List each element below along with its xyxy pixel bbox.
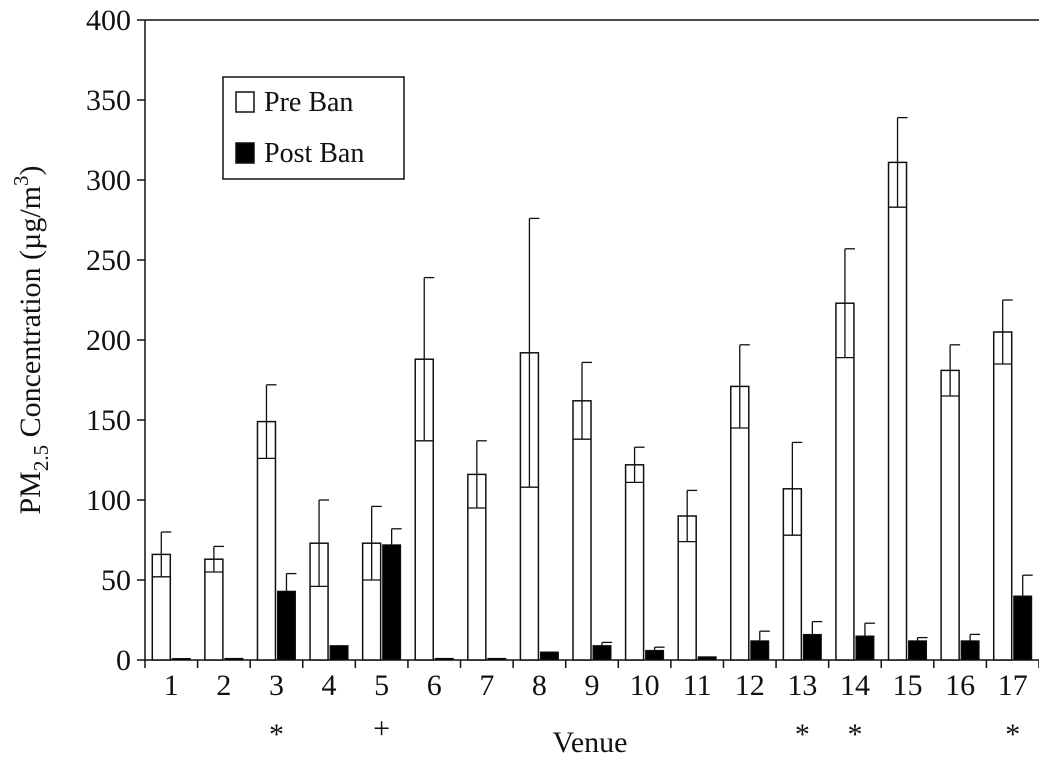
x-tick-label: 1 bbox=[164, 669, 179, 702]
y-axis-title-end: ) bbox=[14, 165, 47, 175]
x-tick-label: 4 bbox=[322, 669, 337, 702]
legend-label-post-ban: Post Ban bbox=[264, 138, 364, 169]
venue-asterisk-marker: * bbox=[269, 718, 284, 751]
bar-post-ban bbox=[1013, 595, 1033, 661]
bar-post-ban bbox=[855, 635, 875, 661]
bar-post-ban bbox=[908, 640, 928, 661]
y-axis-title-main: PM bbox=[14, 471, 47, 514]
y-axis-title: PM2.5 Concentration (µg/m3) bbox=[9, 165, 53, 514]
bar-post-ban bbox=[960, 640, 980, 661]
bars bbox=[151, 116, 1033, 661]
bar-post-ban bbox=[329, 645, 349, 661]
bar-post-ban bbox=[645, 649, 665, 661]
legend-swatch-pre-ban bbox=[235, 91, 255, 113]
bar-pre-ban bbox=[624, 464, 645, 661]
bar-post-ban bbox=[592, 645, 612, 661]
venue-asterisk-marker: * bbox=[1005, 718, 1020, 751]
x-tick-label: 12 bbox=[735, 669, 765, 702]
bar-pre-ban bbox=[887, 161, 908, 661]
y-tick-label: 100 bbox=[86, 484, 131, 517]
x-axis-title: Venue bbox=[553, 726, 628, 758]
y-tick-label: 50 bbox=[101, 564, 131, 597]
y-axis-title-subscript: 2.5 bbox=[29, 445, 53, 471]
bar-post-ban bbox=[276, 590, 296, 661]
x-tick-label: 6 bbox=[427, 669, 442, 702]
y-tick-label: 300 bbox=[86, 164, 131, 197]
legend-swatch-post-ban bbox=[235, 142, 255, 164]
y-tick-label: 400 bbox=[86, 4, 131, 37]
venue-asterisk-marker: * bbox=[795, 718, 810, 751]
x-tick-label: 5 bbox=[374, 669, 389, 702]
x-tick-label: 14 bbox=[840, 669, 870, 702]
x-tick-label: 8 bbox=[532, 669, 547, 702]
bar-post-ban bbox=[750, 640, 770, 661]
x-tick-label: 3 bbox=[269, 669, 284, 702]
bar-post-ban bbox=[434, 657, 454, 661]
legend: Pre Ban Post Ban bbox=[222, 76, 405, 180]
bar-post-ban bbox=[224, 657, 244, 661]
y-tick-label: 200 bbox=[86, 324, 131, 357]
bar-post-ban bbox=[171, 658, 191, 661]
x-tick-label: 13 bbox=[787, 669, 817, 702]
bar-post-ban bbox=[487, 657, 507, 661]
venue-asterisk-marker: * bbox=[847, 718, 862, 751]
y-tick-label: 250 bbox=[86, 244, 131, 277]
x-tick-label: 10 bbox=[630, 669, 660, 702]
bar-post-ban bbox=[802, 633, 822, 661]
bar-post-ban bbox=[697, 656, 717, 661]
venue-plus-marker: + bbox=[373, 712, 390, 745]
bar-pre-ban bbox=[940, 369, 960, 661]
y-axis-title-superscript: 3 bbox=[9, 175, 33, 186]
x-tick-label: 16 bbox=[945, 669, 975, 702]
x-tick-label: 15 bbox=[893, 669, 923, 702]
x-tick-labels: 1 2 3*4 5+6 7 8 9 10 11 12 13*14*15 16 17* bbox=[144, 660, 1039, 751]
y-tick-label: 150 bbox=[86, 404, 131, 437]
y-ticks: 0 50 100 150 200 250 300 350 400 bbox=[86, 4, 145, 677]
x-tick-label: 17 bbox=[998, 669, 1028, 702]
y-axis-title-rest: Concentration (µg/m bbox=[14, 186, 47, 445]
bar-pre-ban bbox=[992, 331, 1013, 661]
x-tick-label: 7 bbox=[479, 669, 494, 702]
bar-post-ban bbox=[382, 544, 402, 661]
y-tick-label: 0 bbox=[116, 644, 131, 677]
legend-label-pre-ban: Pre Ban bbox=[264, 87, 353, 118]
x-tick-label: 11 bbox=[683, 669, 712, 702]
x-tick-label: 9 bbox=[585, 669, 600, 702]
y-tick-label: 350 bbox=[86, 84, 131, 117]
x-tick-label: 2 bbox=[216, 669, 231, 702]
bar-post-ban bbox=[539, 651, 559, 661]
bar-pre-ban bbox=[204, 558, 224, 661]
